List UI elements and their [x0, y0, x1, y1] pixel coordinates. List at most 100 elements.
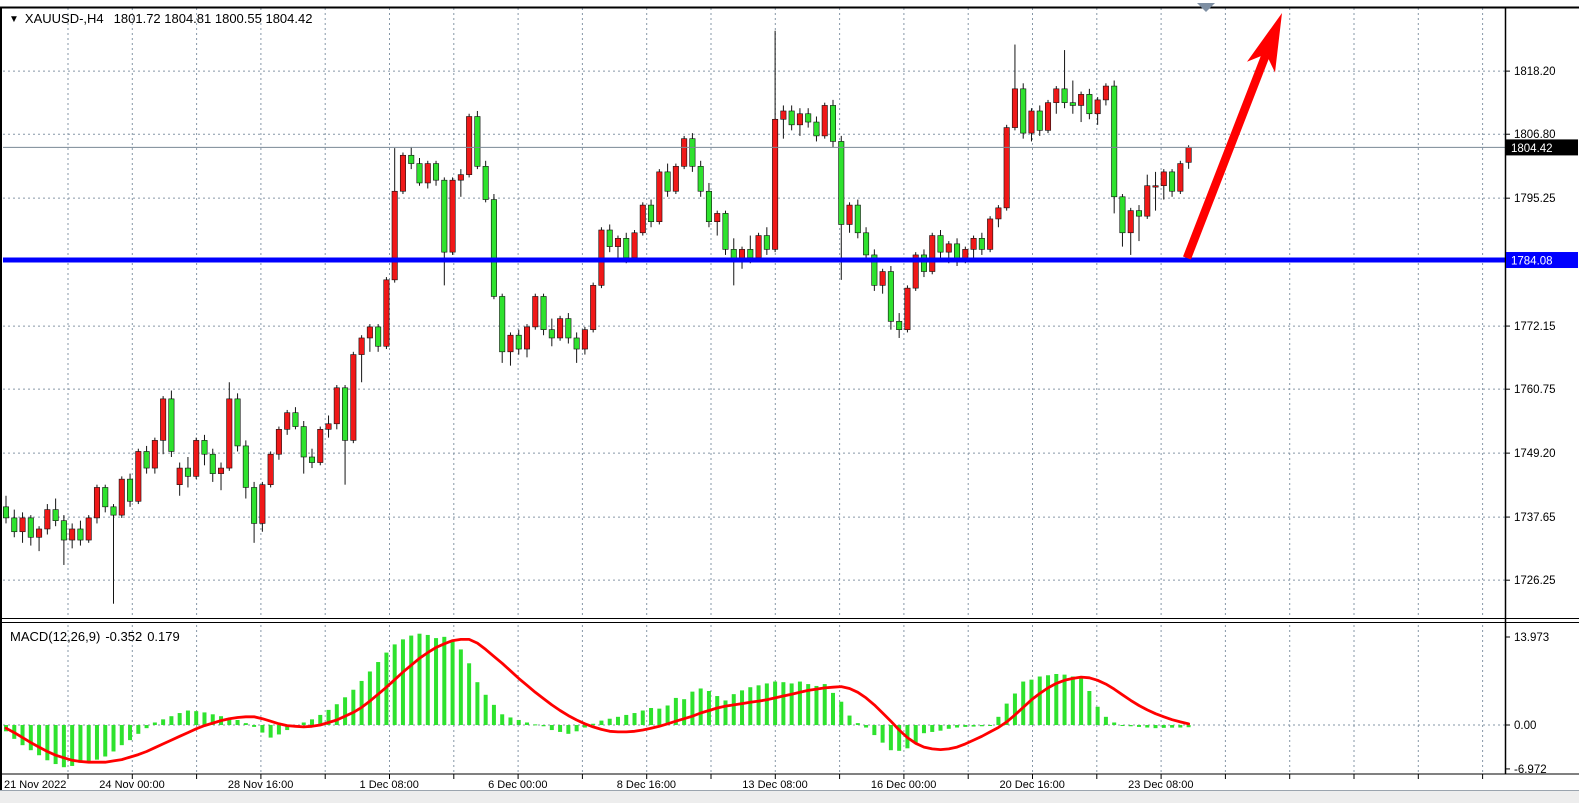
- macd-bar: [475, 682, 480, 726]
- candle: [474, 110, 481, 170]
- candle: [350, 351, 357, 444]
- current-price-badge: 1804.42: [1506, 139, 1578, 156]
- macd-bar: [533, 724, 538, 726]
- candle: [19, 512, 26, 543]
- macd-bar: [541, 725, 546, 727]
- candle: [590, 282, 597, 333]
- macd-bar: [1170, 725, 1175, 728]
- macd-bar: [731, 694, 736, 726]
- candlesticks: [2, 30, 1192, 604]
- price-axis-label: 1760.75: [1514, 384, 1556, 396]
- macd-bar: [756, 685, 761, 726]
- macd-bar: [971, 725, 976, 727]
- macd-bar: [1145, 725, 1150, 728]
- macd-bar: [252, 725, 257, 727]
- candle: [399, 152, 406, 195]
- macd-bar: [988, 725, 993, 727]
- time-axis-label: 20 Dec 16:00: [999, 779, 1064, 791]
- macd-bar: [855, 723, 860, 726]
- candle: [490, 194, 497, 300]
- candle: [441, 177, 448, 286]
- macd-bar: [94, 725, 99, 760]
- candle: [1102, 83, 1109, 106]
- macd-signal-line: [4, 638, 1191, 764]
- candle: [375, 324, 382, 352]
- candle: [995, 205, 1002, 228]
- macd-bar: [591, 723, 596, 726]
- chart-title: ▼ XAUUSD-,H4 1801.72 1804.81 1800.55 1804.…: [9, 11, 312, 26]
- candle: [267, 451, 274, 488]
- candle: [1086, 88, 1093, 120]
- macd-bar: [1095, 706, 1100, 726]
- object-anchor-triangle-icon[interactable]: [1197, 3, 1215, 12]
- macd-bar: [582, 725, 587, 728]
- candle: [631, 230, 638, 261]
- candle: [887, 265, 894, 330]
- candle: [160, 396, 167, 455]
- candle: [1069, 80, 1076, 114]
- chart-frame: [0, 6, 1579, 803]
- macd-bar: [814, 685, 819, 726]
- candle: [970, 235, 977, 258]
- candle: [987, 216, 994, 253]
- macd-bar: [235, 719, 240, 726]
- macd-bar: [260, 725, 265, 733]
- macd-bar: [119, 725, 124, 746]
- time-axis: 21 Nov 2022 24 Nov 00:00 28 Nov 16:00 1 Dec…: [4, 774, 1484, 791]
- candle: [93, 484, 100, 524]
- macd-bar: [392, 644, 397, 726]
- macd-bar: [847, 715, 852, 726]
- macd-bar: [1120, 725, 1125, 727]
- candle: [788, 105, 795, 131]
- candle: [193, 437, 200, 480]
- candle: [722, 210, 729, 255]
- macd-axis-label: 0.00: [1514, 720, 1536, 732]
- time-axis-label: 1 Dec 08:00: [360, 779, 419, 791]
- macd-bar: [1136, 725, 1141, 727]
- candle: [433, 160, 440, 186]
- macd-bar: [61, 725, 66, 768]
- candle: [424, 160, 431, 189]
- macd-bar: [53, 725, 58, 765]
- macd-bar: [500, 714, 505, 726]
- time-axis-label: 16 Dec 00:00: [871, 779, 936, 791]
- ohlc-values: 1801.72 1804.81 1800.55 1804.42: [113, 11, 313, 26]
- macd-bar: [963, 725, 968, 727]
- candle: [1028, 108, 1035, 142]
- candle: [639, 202, 646, 236]
- candle: [259, 481, 266, 532]
- macd-bar: [996, 716, 1001, 726]
- candle: [780, 105, 787, 139]
- macd-bar: [1103, 716, 1108, 726]
- candle: [52, 498, 59, 527]
- macd-bar: [715, 696, 720, 726]
- candle: [300, 421, 307, 474]
- candle: [1003, 124, 1010, 211]
- macd-bar: [169, 716, 174, 726]
- candle: [102, 484, 109, 513]
- macd-bar: [70, 725, 75, 766]
- macd-bar: [864, 725, 869, 728]
- macd-bar: [797, 681, 802, 726]
- candle: [871, 249, 878, 291]
- candle: [11, 509, 18, 538]
- gridlines: [3, 8, 1505, 773]
- candle: [127, 473, 134, 507]
- trend-arrow[interactable]: [1183, 13, 1282, 260]
- candle: [524, 324, 531, 358]
- macd-bar: [359, 680, 364, 726]
- candle: [1144, 174, 1151, 219]
- candle: [416, 158, 423, 186]
- macd-params: MACD(12,26,9): [10, 629, 101, 644]
- candle: [308, 448, 315, 469]
- macd-bar: [574, 725, 579, 732]
- candle: [507, 332, 514, 366]
- candle: [209, 448, 216, 482]
- candle: [234, 393, 241, 452]
- macd-bar: [144, 725, 149, 729]
- candle: [242, 440, 249, 499]
- macd-bar: [1012, 693, 1017, 726]
- candle: [937, 230, 944, 258]
- candle: [184, 456, 191, 488]
